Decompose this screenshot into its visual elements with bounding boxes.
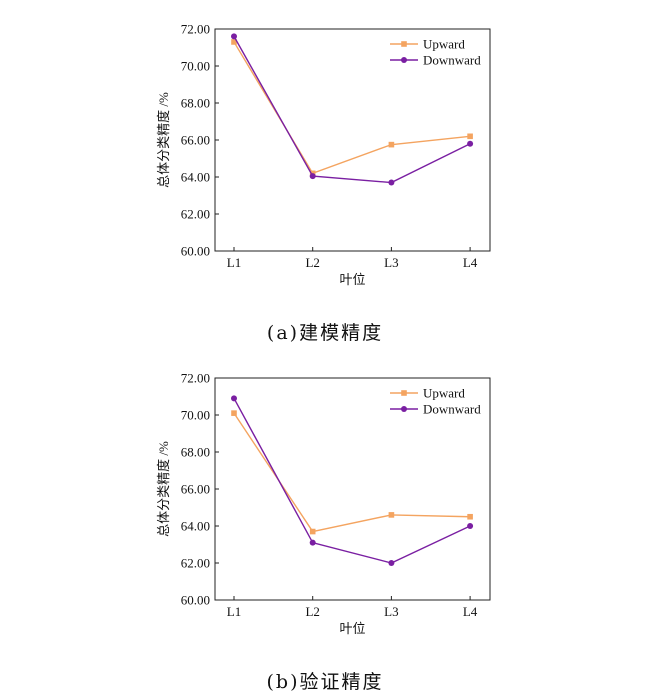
chart-b-ytick-label: 66.00: [181, 482, 210, 497]
chart-a-legend-downward-marker: [401, 57, 407, 63]
chart-b-series-downward-point: [309, 539, 316, 546]
chart-a-series-downward-line: [233, 36, 471, 184]
chart-a-ytick-label: 66.00: [181, 133, 210, 148]
chart-b-series-downward-point: [388, 560, 395, 566]
chart-b-yaxis-label: 总体分类精度 /%: [156, 441, 171, 537]
chart-a-ytick-label: 70.00: [181, 59, 210, 74]
chart-b-ytick-label: 72.00: [181, 371, 210, 386]
chart-b-series-downward-line: [233, 398, 471, 564]
chart-a-series-downward-point: [231, 33, 237, 40]
chart-b-series-upward-point: [467, 513, 473, 520]
chart-b-legend-downward-label: Downward: [423, 402, 481, 417]
chart-b-series-downward-point: [467, 523, 474, 529]
chart-b-series-upward-point: [231, 410, 237, 416]
chart-a-series-upward-point: [388, 141, 395, 148]
chart-panel-b: 60.00 62.00 64.00 66.00 68.00 70.00 72.00 L1 L2 L…: [0, 349, 650, 693]
chart-a-legend-upward-marker: [401, 41, 407, 47]
chart-b-series-upward-line: [233, 412, 471, 533]
chart-b-legend-upward-label: Upward: [423, 386, 465, 401]
chart-a-ytick-label: 62.00: [181, 207, 210, 222]
chart-b-ytick-label: 70.00: [181, 408, 210, 423]
chart-b-caption: (b)验证精度: [266, 671, 384, 693]
chart-b-ytick-label: 68.00: [181, 445, 210, 460]
chart-panel-a: 60.00 62.00 64.00 66.00 68.00 70.00 72.00 L1 L2 L…: [0, 0, 650, 344]
chart-a-ytick-label: 60.00: [181, 244, 210, 259]
chart-b-series-upward-point: [388, 512, 395, 518]
chart-b-xaxis-label: 叶位: [339, 621, 365, 636]
chart-a-ytick-label: 72.00: [181, 22, 210, 37]
chart-b-xtick-label: L3: [384, 604, 398, 619]
chart-b-ytick-label: 60.00: [181, 593, 210, 608]
chart-a-xtick-label: L1: [227, 255, 241, 270]
chart-a-series-upward-point: [467, 133, 473, 140]
chart-a-ytick-label: 64.00: [181, 170, 210, 185]
chart-a-series-upward-point: [231, 39, 237, 45]
chart-a-legend-downward-label: Downward: [423, 53, 481, 68]
chart-a-ytick-label: 68.00: [181, 96, 210, 111]
chart-b-series-upward-point: [309, 528, 316, 535]
chart-a-yaxis-label: 总体分类精度 /%: [156, 92, 171, 188]
chart-b-ytick-label: 62.00: [181, 556, 210, 571]
chart-a-series-downward-point: [309, 173, 316, 180]
chart-a-series-downward-point: [467, 140, 474, 147]
chart-b-legend-downward-marker: [401, 406, 407, 412]
chart-b-xtick-label: L1: [227, 604, 241, 619]
chart-a-xtick-label: L4: [463, 255, 478, 270]
chart-a-xtick-label: L2: [305, 255, 319, 270]
chart-b-xtick-label: L2: [305, 604, 319, 619]
chart-b-series-downward-point: [231, 395, 237, 402]
chart-a-caption: (a)建模精度: [266, 322, 384, 344]
chart-a-series-downward-point: [388, 179, 395, 186]
chart-a-xtick-label: L3: [384, 255, 398, 270]
chart-a-xaxis-label: 叶位: [339, 272, 365, 287]
chart-b-svg: 60.00 62.00 64.00 66.00 68.00 70.00 72.00 L1 L2 L…: [156, 371, 491, 636]
chart-b-legend-upward-marker: [401, 390, 407, 396]
chart-a-legend-upward-label: Upward: [423, 37, 465, 52]
chart-b-xtick-label: L4: [463, 604, 478, 619]
chart-b-ytick-label: 64.00: [181, 519, 210, 534]
chart-a-svg: 60.00 62.00 64.00 66.00 68.00 70.00 72.00 L1 L2 L…: [156, 22, 491, 287]
